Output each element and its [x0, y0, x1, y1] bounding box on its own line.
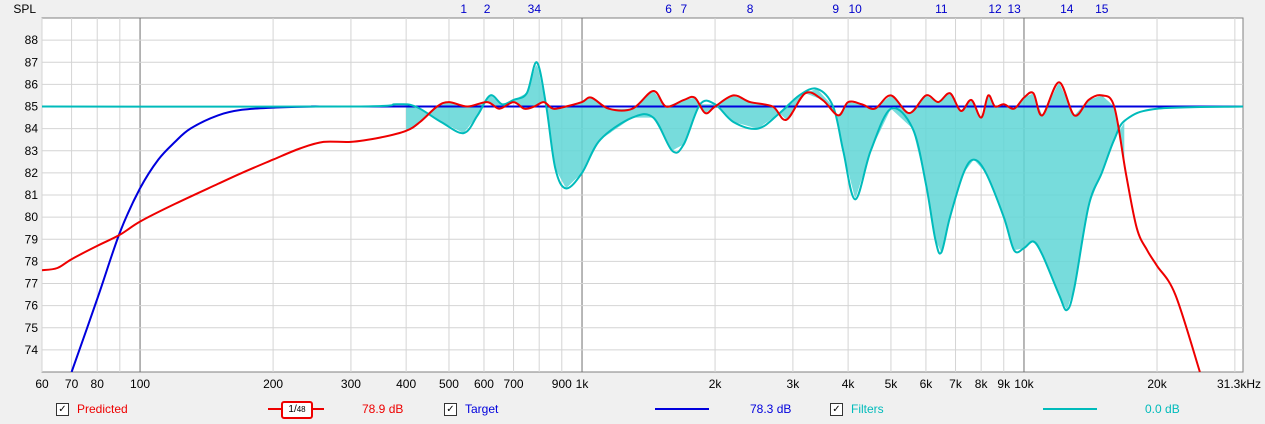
predicted-curve — [42, 81, 1201, 372]
y-axis-label: SPL — [13, 2, 36, 16]
x-tick-label: 400 — [396, 377, 416, 391]
filter-marker: 11 — [935, 2, 948, 16]
filter-marker: 1 — [460, 2, 467, 16]
target-checkbox[interactable]: ✓ — [444, 402, 457, 416]
y-tick-label: 79 — [25, 232, 39, 246]
x-tick-label: 300 — [341, 377, 361, 391]
target-line-swatch — [655, 408, 709, 410]
y-tick-label: 75 — [25, 321, 39, 335]
y-tick-label: 86 — [25, 77, 39, 91]
y-tick-label: 82 — [25, 166, 39, 180]
x-tick-label: 700 — [504, 377, 524, 391]
filter-marker: 8 — [747, 2, 754, 16]
filter-marker: 2 — [484, 2, 491, 16]
filter-marker: 34 — [528, 2, 542, 16]
x-tick-label: 7k — [949, 377, 963, 391]
x-tick-label: 8k — [975, 377, 989, 391]
filter-marker: 14 — [1060, 2, 1074, 16]
x-tick-label: 6k — [920, 377, 934, 391]
predicted-checkbox[interactable]: ✓ — [56, 402, 69, 416]
x-tick-label: 70 — [65, 377, 79, 391]
filter-marker: 7 — [681, 2, 688, 16]
x-tick-label: 31.3kHz — [1217, 377, 1261, 391]
filters-curve — [42, 61, 1243, 312]
smoothing-numerator: 1 — [288, 404, 294, 415]
x-tick-label: 20k — [1147, 377, 1167, 391]
filter-marker: 13 — [1007, 2, 1021, 16]
smoothing-selector[interactable]: 1/48 — [268, 401, 324, 419]
x-tick-label: 600 — [474, 377, 494, 391]
target-level: 78.3 dB — [750, 400, 791, 418]
y-tick-label: 78 — [25, 254, 39, 268]
filter-marker: 10 — [848, 2, 862, 16]
y-tick-label: 80 — [25, 210, 39, 224]
filter-marker: 9 — [832, 2, 839, 16]
plot-series — [42, 61, 1243, 372]
y-tick-label: 87 — [25, 55, 39, 69]
x-tick-label: 5k — [885, 377, 899, 391]
x-tick-label: 900 — [552, 377, 572, 391]
filters-fill-area — [406, 64, 1125, 310]
y-tick-label: 85 — [25, 100, 39, 114]
legend-filters[interactable]: ✓ Filters — [830, 400, 884, 418]
y-tick-label: 83 — [25, 144, 39, 158]
x-tick-label: 4k — [842, 377, 856, 391]
legend-predicted[interactable]: ✓ Predicted — [56, 400, 128, 418]
legend-target[interactable]: ✓ Target — [444, 400, 498, 418]
target-curve — [70, 105, 1243, 372]
x-tick-label: 2k — [709, 377, 723, 391]
target-value: 78.3 dB — [750, 402, 792, 416]
filter-marker: 6 — [665, 2, 672, 16]
filters-value: 0.0 dB — [1145, 402, 1180, 416]
y-tick-label: 74 — [25, 343, 39, 357]
filters-line-swatch — [1043, 408, 1097, 410]
filter-marker: 15 — [1095, 2, 1109, 16]
filters-checkbox[interactable]: ✓ — [830, 402, 843, 416]
x-tick-label: 1k — [576, 377, 590, 391]
x-tick-label: 500 — [439, 377, 459, 391]
x-tick-label: 3k — [787, 377, 801, 391]
filter-marker: 12 — [988, 2, 1002, 16]
filters-label: Filters — [851, 402, 884, 416]
smoothing-denominator: 48 — [296, 405, 306, 414]
x-tick-label: 9k — [997, 377, 1011, 391]
target-label: Target — [465, 402, 499, 416]
y-tick-label: 76 — [25, 299, 39, 313]
y-tick-label: 88 — [25, 33, 39, 47]
predicted-label: Predicted — [77, 402, 128, 416]
x-tick-label: 100 — [130, 377, 150, 391]
predicted-level: 78.9 dB — [362, 400, 403, 418]
filters-level: 0.0 dB — [1145, 400, 1180, 418]
y-tick-label: 81 — [25, 188, 39, 202]
predicted-value: 78.9 dB — [362, 402, 404, 416]
y-tick-label: 77 — [25, 277, 39, 291]
y-tick-label: 84 — [25, 122, 39, 136]
x-tick-label: 10k — [1014, 377, 1034, 391]
x-tick-label: 200 — [263, 377, 283, 391]
x-tick-label: 80 — [91, 377, 105, 391]
x-tick-label: 60 — [35, 377, 49, 391]
